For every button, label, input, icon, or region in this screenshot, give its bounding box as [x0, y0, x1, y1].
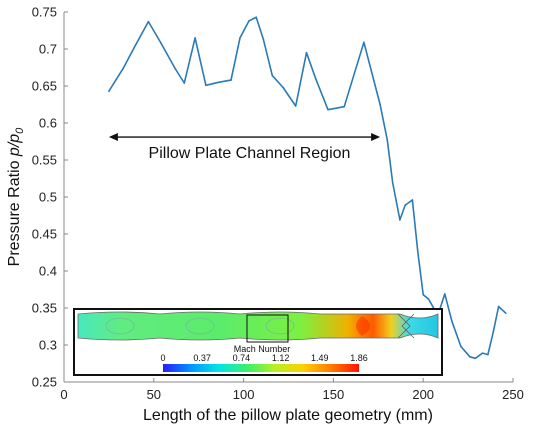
y-axis-title-variable: p/p: [6, 134, 23, 157]
data-point: [492, 331, 495, 334]
data-point: [205, 84, 207, 87]
data-point: [422, 293, 425, 296]
y-tick-label: 0.5: [39, 190, 57, 205]
x-tick-label: 250: [502, 387, 524, 402]
pressure-ratio-series-line: [108, 16, 507, 360]
data-point: [217, 81, 220, 84]
data-point: [487, 353, 489, 356]
data-point: [343, 105, 345, 108]
x-tick-label: 200: [412, 387, 434, 402]
inset-zoom-box: [246, 314, 289, 343]
colorbar: [163, 364, 359, 372]
x-tick-label: 100: [233, 387, 255, 402]
data-point: [497, 305, 500, 308]
data-point: [451, 320, 453, 323]
y-tick-label: 0.45: [32, 227, 57, 242]
data-point: [314, 77, 317, 79]
data-point: [239, 37, 241, 39]
data-point: [147, 20, 150, 23]
y-tick-label: 0.35: [32, 301, 57, 316]
channel-region-annotation: Pillow Plate Channel Region: [108, 133, 381, 162]
data-point: [282, 86, 284, 89]
data-point: [427, 298, 430, 300]
data-point: [262, 38, 265, 41]
data-point: [135, 43, 137, 46]
colorbar-tick-label: 1.12: [272, 353, 290, 363]
data-point: [469, 356, 471, 358]
data-point: [363, 41, 365, 44]
data-point: [399, 219, 401, 221]
y-tick-label: 0.25: [32, 375, 57, 390]
colorbar-tick-label: 1.49: [311, 353, 329, 363]
data-point: [404, 204, 407, 206]
data-point: [174, 68, 177, 70]
data-point: [248, 20, 250, 22]
y-tick-label: 0.75: [32, 5, 57, 20]
x-tick-labels: 0 50 100 150 200 250: [60, 378, 524, 402]
colorbar-tick-label: 0.37: [193, 353, 211, 363]
data-point: [122, 67, 125, 70]
colorbar-title: Mach Number: [234, 344, 291, 354]
data-point: [386, 139, 389, 141]
inset-pillow-spot: [105, 317, 135, 335]
y-axis-title: Pressure Ratio p/p0: [6, 127, 26, 267]
data-point: [481, 352, 484, 354]
data-point: [194, 37, 196, 39]
data-point: [391, 182, 394, 184]
inset-pillow-spot: [185, 317, 215, 335]
inset-exit-cone: [397, 313, 415, 339]
data-point: [417, 250, 419, 253]
x-tick-label: 50: [147, 387, 161, 402]
x-axis-title: Length of the pillow plate geometry (mm): [143, 407, 433, 424]
data-point: [255, 16, 257, 18]
x-tick-label: 150: [323, 387, 345, 402]
y-tick-label: 0.55: [32, 153, 57, 168]
data-point: [271, 74, 274, 77]
data-point: [183, 82, 186, 84]
region-label: Pillow Plate Channel Region: [149, 145, 351, 162]
x-tick-label: 0: [60, 387, 67, 402]
y-tick-label: 0.4: [39, 264, 57, 279]
colorbar-tick-labels: 0 0.37 0.74 1.12 1.49 1.86: [160, 353, 367, 363]
data-point: [443, 293, 446, 295]
region-arrow-head-left: [108, 133, 118, 142]
mach-contour-inset: Mach Number 0 0.37 0.74 1.12 1.49 1.86: [73, 308, 443, 376]
colorbar-tick-label: 0: [160, 353, 165, 363]
y-tick-label: 0.3: [39, 338, 57, 353]
y-tick-label: 0.7: [39, 42, 57, 57]
y-axis-title-main: Pressure Ratio: [6, 156, 23, 266]
series-points: [108, 16, 507, 360]
region-arrow-head-right: [371, 133, 381, 142]
data-point: [460, 345, 462, 348]
y-tick-labels: 0.25 0.3 0.35 0.4 0.45 0.5 0.55 0.6 0.65 0.7 0.75: [32, 5, 68, 390]
data-point: [327, 108, 329, 111]
y-tick-label: 0.65: [32, 79, 57, 94]
y-tick-label: 0.6: [39, 116, 57, 131]
data-point: [411, 199, 414, 201]
data-point: [160, 42, 162, 44]
inset-flow-channel: [77, 311, 439, 341]
data-point: [505, 312, 507, 314]
data-point: [305, 51, 308, 54]
data-point: [474, 357, 477, 360]
colorbar-tick-label: 1.86: [350, 353, 368, 363]
colorbar-tick-label: 0.74: [233, 353, 251, 363]
inset-pillow-spot: [265, 317, 295, 335]
data-point: [379, 103, 381, 106]
inset-shock-region: [356, 316, 370, 336]
data-point: [294, 105, 297, 107]
data-point: [108, 90, 110, 92]
data-point: [230, 79, 232, 81]
y-axis-title-subscript: 0: [14, 127, 26, 134]
